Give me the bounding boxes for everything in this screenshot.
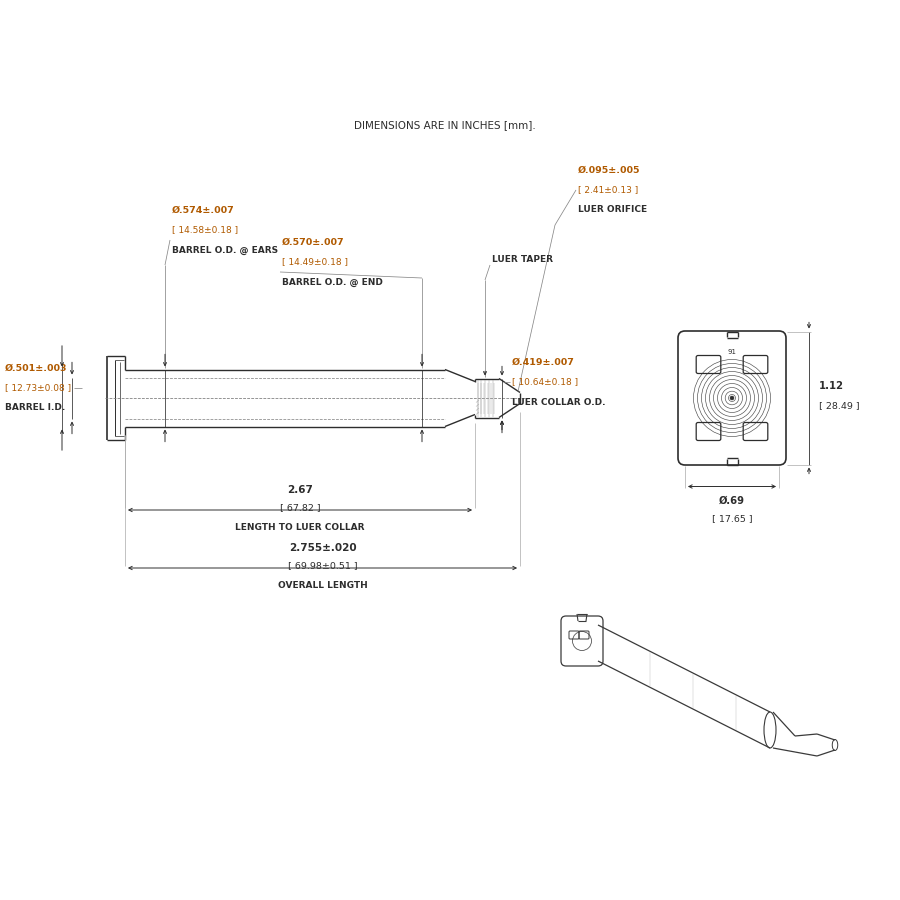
Text: 1.12: 1.12 xyxy=(819,381,844,391)
Text: OVERALL LENGTH: OVERALL LENGTH xyxy=(277,581,367,590)
Text: Ø.570±.007: Ø.570±.007 xyxy=(282,238,345,247)
Text: 2.67: 2.67 xyxy=(287,485,313,495)
Text: BARREL I.D.: BARREL I.D. xyxy=(5,403,65,412)
Text: DIMENSIONS ARE IN INCHES [mm].: DIMENSIONS ARE IN INCHES [mm]. xyxy=(354,120,536,130)
Text: Ø.574±.007: Ø.574±.007 xyxy=(172,205,235,214)
Text: LUER COLLAR O.D.: LUER COLLAR O.D. xyxy=(512,398,606,407)
Text: LUER TAPER: LUER TAPER xyxy=(492,256,553,265)
Text: LENGTH TO LUER COLLAR: LENGTH TO LUER COLLAR xyxy=(235,524,364,533)
Text: Ø.501±.003: Ø.501±.003 xyxy=(5,364,68,373)
Text: Ø.69: Ø.69 xyxy=(719,496,745,506)
Text: [ 2.41±0.13 ]: [ 2.41±0.13 ] xyxy=(578,185,638,194)
Text: [ 10.64±0.18 ]: [ 10.64±0.18 ] xyxy=(512,377,578,386)
Text: 91: 91 xyxy=(727,349,736,356)
Text: Ø.419±.007: Ø.419±.007 xyxy=(512,357,575,366)
Text: LUER ORIFICE: LUER ORIFICE xyxy=(578,205,647,214)
Text: BARREL O.D. @ EARS: BARREL O.D. @ EARS xyxy=(172,246,278,255)
Text: [ 28.49 ]: [ 28.49 ] xyxy=(819,401,859,410)
Text: [ 14.58±0.18 ]: [ 14.58±0.18 ] xyxy=(172,226,238,235)
Circle shape xyxy=(730,396,734,400)
Text: [ 12.73±0.08 ]: [ 12.73±0.08 ] xyxy=(5,383,71,392)
Text: [ 14.49±0.18 ]: [ 14.49±0.18 ] xyxy=(282,257,348,266)
Text: [ 17.65 ]: [ 17.65 ] xyxy=(712,514,752,523)
Text: [ 67.82 ]: [ 67.82 ] xyxy=(280,503,320,512)
Text: [ 69.98±0.51 ]: [ 69.98±0.51 ] xyxy=(288,562,357,571)
Text: BARREL O.D. @ END: BARREL O.D. @ END xyxy=(282,277,382,286)
Text: Ø.095±.005: Ø.095±.005 xyxy=(578,166,641,175)
Text: 2.755±.020: 2.755±.020 xyxy=(289,543,356,553)
